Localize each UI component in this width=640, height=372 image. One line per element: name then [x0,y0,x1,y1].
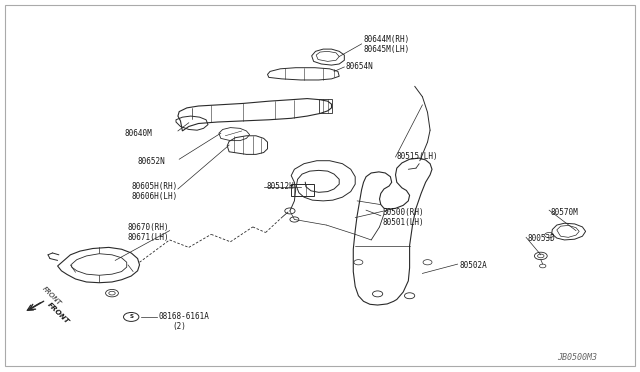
Text: (2): (2) [173,322,187,331]
Text: 80512H: 80512H [266,182,294,191]
Text: 80502A: 80502A [460,262,487,270]
Text: 80671(LH): 80671(LH) [128,233,170,242]
Text: JB0500M3: JB0500M3 [557,353,596,362]
Text: 80644M(RH): 80644M(RH) [364,35,410,44]
Text: 80501(LH): 80501(LH) [383,218,424,227]
Text: S: S [129,314,133,320]
Text: 80500(RH): 80500(RH) [383,208,424,217]
Text: 80645M(LH): 80645M(LH) [364,45,410,54]
Text: FRONT: FRONT [40,286,62,307]
Text: 80654N: 80654N [346,62,373,71]
Text: 80640M: 80640M [125,129,152,138]
Text: 80670(RH): 80670(RH) [128,223,170,232]
Text: 80606H(LH): 80606H(LH) [131,192,177,201]
Text: 80605H(RH): 80605H(RH) [131,182,177,191]
Text: 80053D: 80053D [528,234,556,243]
Text: 80515(LH): 80515(LH) [397,153,438,161]
Text: 80652N: 80652N [138,157,165,166]
Text: 80570M: 80570M [550,208,578,217]
Text: 08168-6161A: 08168-6161A [159,312,209,321]
Text: FRONT: FRONT [46,301,70,325]
